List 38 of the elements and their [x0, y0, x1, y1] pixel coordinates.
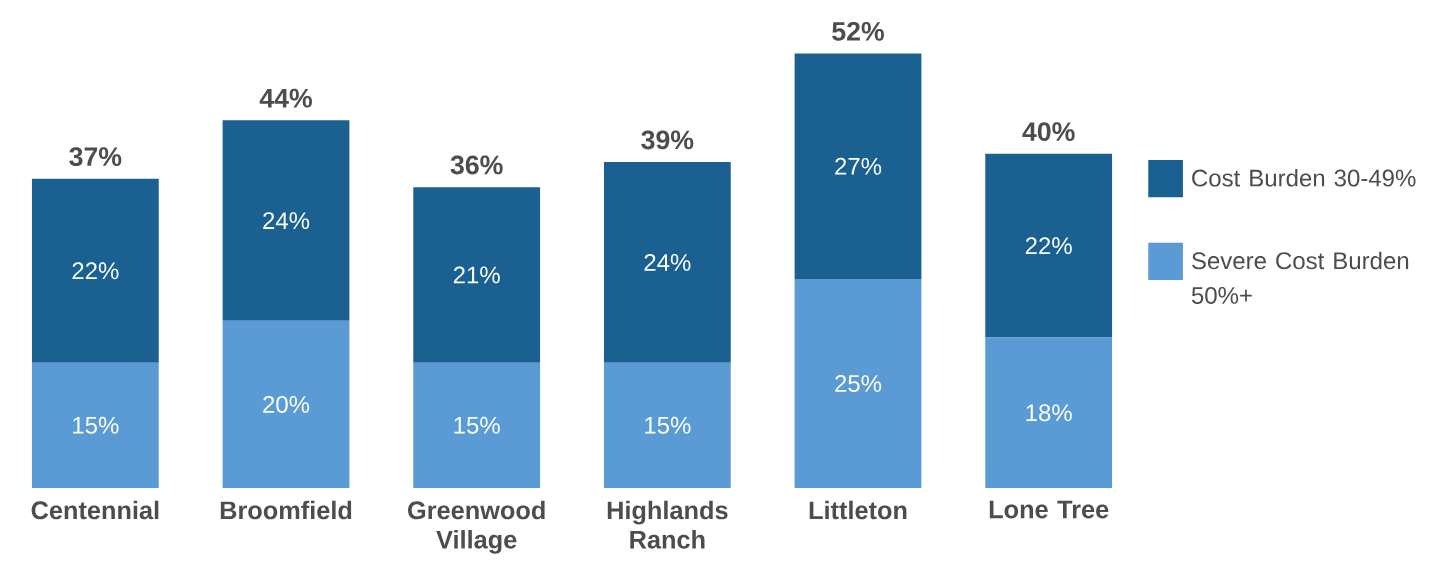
bar: [222, 120, 350, 321]
data-label: 15%: [73, 416, 119, 434]
x-tick-label: Broomfield: [220, 500, 352, 520]
bar: [794, 53, 922, 280]
bar: [985, 337, 1113, 488]
total-label: 36%: [450, 155, 503, 175]
x-tick-label: Highlands Ranch: [607, 500, 728, 549]
bar: [413, 362, 541, 488]
bar: [31, 362, 159, 488]
data-label: 22%: [72, 262, 119, 280]
data-label: 27%: [835, 157, 882, 175]
data-label: 15%: [454, 416, 500, 434]
data-label: 20%: [263, 395, 310, 413]
data-label: 24%: [644, 253, 691, 271]
total-label: 44%: [259, 88, 312, 108]
legend-label: Severe Cost Burden 50%+: [1191, 251, 1409, 304]
bar: [985, 153, 1113, 338]
total-label: 39%: [641, 130, 694, 150]
bar: [222, 320, 350, 488]
x-tick-label: Littleton: [809, 500, 907, 520]
total-label: 40%: [1022, 122, 1075, 142]
bar: [794, 279, 922, 488]
data-label: 18%: [1026, 404, 1072, 422]
data-label: 21%: [453, 266, 500, 284]
x-tick-label: Greenwood Village: [408, 500, 545, 554]
data-label: 15%: [645, 416, 691, 434]
data-label: 22%: [1025, 237, 1072, 255]
data-label: 25%: [835, 375, 882, 393]
legend-label: Cost Burden 30-49%: [1192, 168, 1416, 187]
bar: [603, 362, 731, 488]
bar: [603, 162, 731, 363]
x-tick-label: Lone Tree: [989, 500, 1109, 519]
total-label: 52%: [832, 21, 884, 41]
x-tick-label: Centennial: [31, 500, 159, 520]
total-label: 37%: [69, 147, 122, 167]
bar: [413, 187, 541, 363]
data-label: 24%: [263, 212, 310, 230]
bar: [31, 178, 159, 363]
